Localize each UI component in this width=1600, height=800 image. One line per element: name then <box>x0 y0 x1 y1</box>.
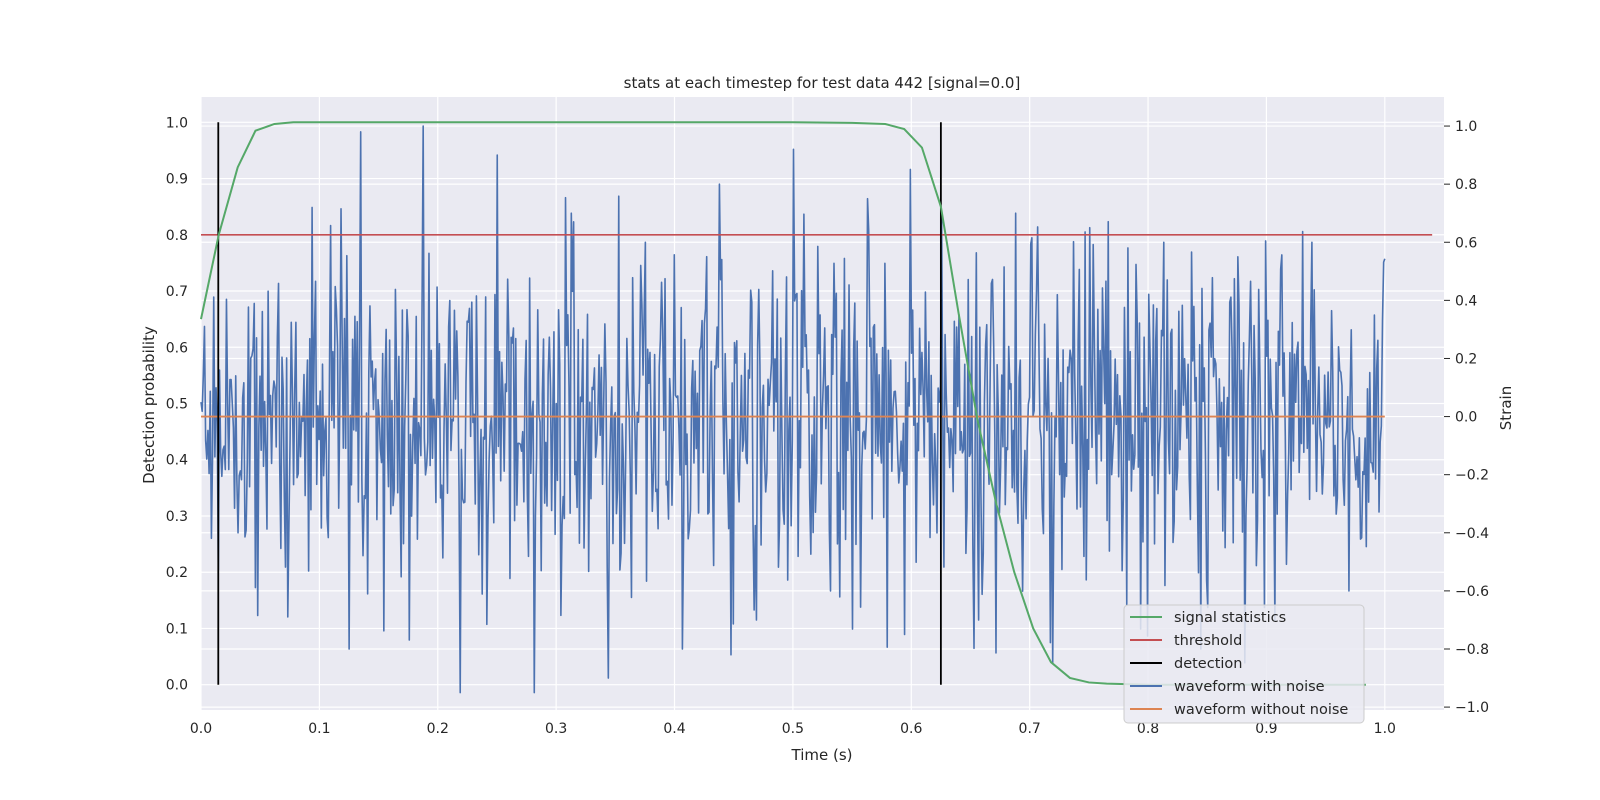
y2-tick-label: −0.2 <box>1455 468 1489 484</box>
series-signal-statistics <box>200 121 1366 686</box>
y-ticks: 0.0 0.1 0.2 0.3 0.4 0.5 0.6 0.7 0.8 0.9 1.0 <box>166 115 188 693</box>
series-waveform-with-noise <box>200 125 1386 694</box>
y-tick-label: 0.7 <box>166 284 188 300</box>
x-axis-label: Time (s) <box>791 746 853 764</box>
y2-ticks: −1.0 −0.8 −0.6 −0.4 −0.2 0.0 0.2 0.4 0.6 0.8 1.0 <box>1444 119 1489 716</box>
y2-tick-label: 1.0 <box>1455 119 1477 135</box>
y-tick-label: 0.4 <box>166 453 188 469</box>
x-tick-label: 0.2 <box>427 721 449 737</box>
legend-label-detection: detection <box>1174 656 1242 672</box>
x-tick-label: 0.8 <box>1137 721 1159 737</box>
x-tick-label: 1.0 <box>1374 721 1396 737</box>
x-tick-label: 0.7 <box>1019 721 1041 737</box>
y-tick-label: 0.6 <box>166 340 188 356</box>
chart-title: stats at each timestep for test data 442… <box>624 74 1021 92</box>
y-axis-label: Detection probability <box>140 326 158 484</box>
y-tick-label: 0.2 <box>166 565 188 581</box>
y-tick-label: 0.9 <box>166 172 188 188</box>
y2-tick-label: −1.0 <box>1455 700 1489 716</box>
y2-tick-label: −0.6 <box>1455 584 1489 600</box>
series-layer <box>200 121 1433 694</box>
x-tick-label: 0.0 <box>190 721 212 737</box>
y2-axis-label: Strain <box>1497 386 1515 430</box>
x-tick-label: 0.4 <box>663 721 685 737</box>
y2-tick-label: 0.0 <box>1455 410 1477 426</box>
y-tick-label: 1.0 <box>166 115 188 131</box>
y2-tick-label: 0.4 <box>1455 293 1477 309</box>
y2-tick-label: 0.8 <box>1455 177 1477 193</box>
y-tick-label: 0.0 <box>166 678 188 694</box>
y2-tick-label: 0.6 <box>1455 235 1477 251</box>
x-ticks: 0.0 0.1 0.2 0.3 0.4 0.5 0.6 0.7 0.8 0.9 1.0 <box>190 721 1396 737</box>
y-tick-label: 0.1 <box>166 621 188 637</box>
legend: signal statistics threshold detection wa… <box>1123 604 1365 724</box>
legend-label-signal-statistics: signal statistics <box>1174 610 1286 626</box>
y-tick-label: 0.8 <box>166 228 188 244</box>
x-tick-label: 0.5 <box>782 721 804 737</box>
legend-label-waveform-with-noise: waveform with noise <box>1174 679 1325 695</box>
x-tick-label: 0.6 <box>900 721 922 737</box>
y-tick-label: 0.3 <box>166 509 188 525</box>
y2-tick-label: 0.2 <box>1455 351 1477 367</box>
legend-label-waveform-without-noise: waveform without noise <box>1174 702 1348 718</box>
x-tick-label: 0.9 <box>1255 721 1277 737</box>
x-tick-label: 0.3 <box>545 721 567 737</box>
y2-tick-label: −0.8 <box>1455 642 1489 658</box>
legend-label-threshold: threshold <box>1174 633 1242 649</box>
y2-tick-label: −0.4 <box>1455 526 1489 542</box>
y-tick-label: 0.5 <box>166 397 188 413</box>
legend-box <box>1123 604 1365 724</box>
x-tick-label: 0.1 <box>308 721 330 737</box>
